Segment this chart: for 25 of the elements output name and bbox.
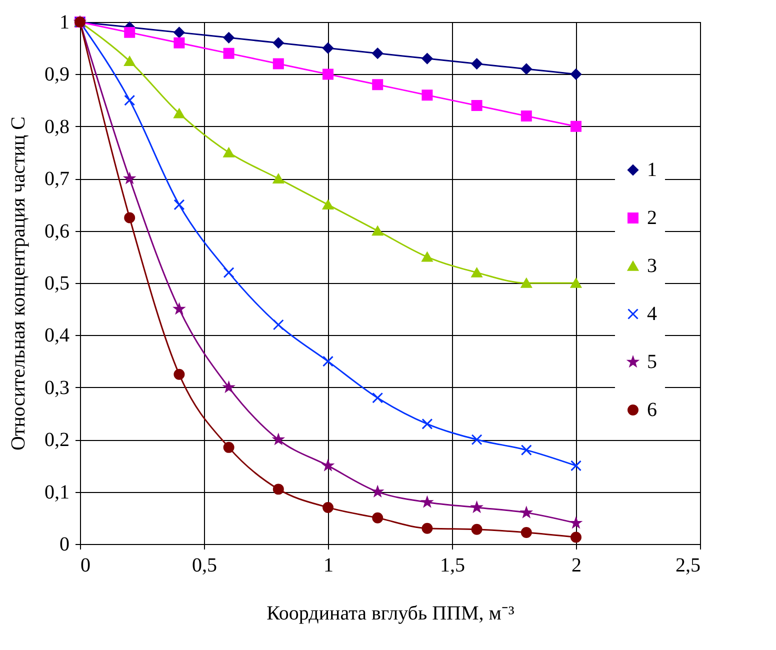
y-tick-label: 1 (60, 12, 70, 34)
legend-label: 6 (647, 399, 657, 421)
y-tick-label: 0,5 (44, 272, 70, 294)
legend-label: 2 (647, 207, 657, 229)
legend-label: 3 (647, 255, 657, 277)
y-tick-label: 0 (60, 534, 70, 556)
legend-label: 4 (647, 303, 657, 325)
y-tick-label: 0,8 (44, 116, 70, 138)
y-tick-label: 0,6 (44, 220, 70, 242)
x-tick-label: 1,5 (440, 554, 465, 576)
y-tick-label: 0,7 (44, 168, 70, 190)
legend-label: 1 (647, 159, 657, 181)
y-tick-label: 0,4 (44, 324, 70, 347)
y-tick-label: 0,2 (44, 429, 70, 452)
x-tick-label: 1 (324, 554, 334, 576)
x-tick-label: 0 (80, 554, 90, 576)
x-tick-label: 2,5 (676, 554, 700, 576)
x-axis-title: Координата вглубь ППМ, м⁻³ (266, 602, 514, 624)
y-tick-label: 0,1 (44, 481, 70, 504)
x-tick-label: 0,5 (192, 554, 217, 576)
y-tick-label: 0,9 (44, 64, 70, 86)
x-tick-label: 2 (572, 554, 582, 576)
y-tick-label: 0,3 (44, 376, 70, 399)
legend-label: 5 (647, 351, 657, 373)
y-axis-title: Относительная концентрация частиц С (8, 116, 30, 450)
